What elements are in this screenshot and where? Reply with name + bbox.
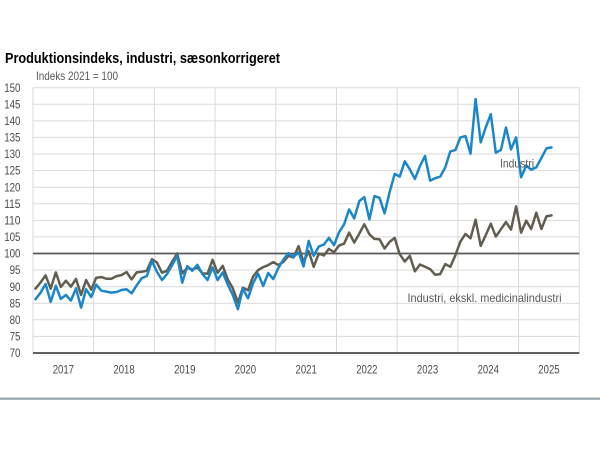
svg-text:2018: 2018 (113, 362, 135, 376)
svg-text:75: 75 (10, 330, 21, 344)
svg-text:85: 85 (10, 296, 21, 310)
svg-text:120: 120 (4, 180, 21, 194)
svg-text:90: 90 (10, 280, 21, 294)
svg-text:Industri: Industri (500, 156, 534, 170)
svg-text:145: 145 (4, 97, 21, 111)
svg-text:Indeks 2021 = 100: Indeks 2021 = 100 (36, 69, 118, 83)
svg-text:2021: 2021 (296, 362, 318, 376)
svg-text:130: 130 (4, 147, 21, 161)
svg-text:140: 140 (4, 114, 21, 128)
svg-text:2025: 2025 (538, 362, 560, 376)
svg-text:2024: 2024 (478, 362, 500, 376)
svg-text:125: 125 (4, 164, 21, 178)
svg-text:105: 105 (4, 230, 21, 244)
svg-text:2020: 2020 (235, 362, 257, 376)
svg-text:2019: 2019 (174, 362, 196, 376)
svg-text:100: 100 (4, 247, 21, 261)
svg-text:Industri, ekskl. medicinalindu: Industri, ekskl. medicinalindustri (408, 291, 562, 305)
svg-text:135: 135 (4, 131, 21, 145)
svg-text:115: 115 (4, 197, 21, 211)
svg-text:95: 95 (10, 263, 21, 277)
svg-text:150: 150 (4, 81, 21, 95)
svg-text:2023: 2023 (417, 362, 439, 376)
svg-text:70: 70 (10, 346, 21, 360)
svg-text:110: 110 (4, 214, 21, 228)
svg-text:80: 80 (10, 313, 21, 327)
svg-text:Produktionsindeks, industri, s: Produktionsindeks, industri, sæsonkorrig… (5, 51, 280, 67)
svg-text:2022: 2022 (356, 362, 378, 376)
svg-text:2017: 2017 (53, 362, 75, 376)
